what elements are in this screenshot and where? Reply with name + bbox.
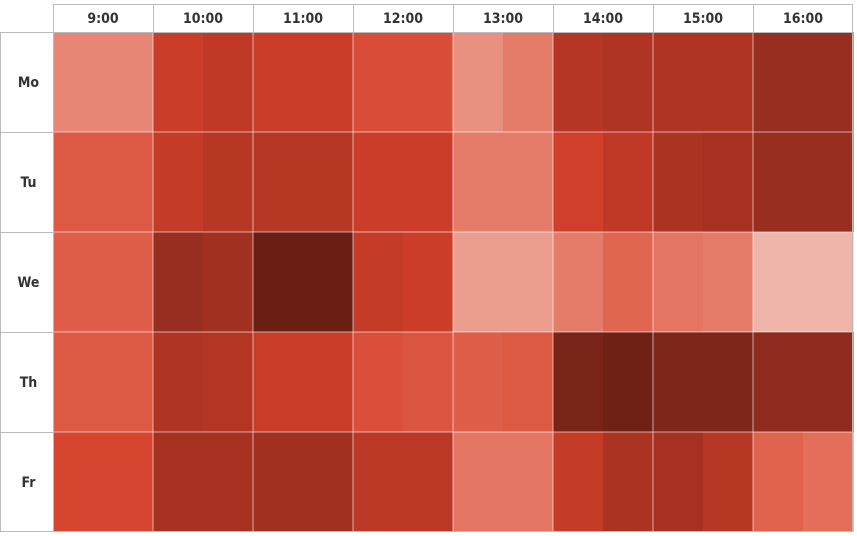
heatmap-cell (803, 332, 854, 432)
heatmap-cell (253, 132, 304, 232)
heatmap-cell (653, 132, 704, 232)
heatmap-cell (453, 132, 504, 232)
heatmap-cell (753, 32, 804, 132)
heatmap-cell (703, 332, 754, 432)
heatmap-cell (303, 132, 354, 232)
heatmap-cell (253, 232, 304, 332)
heatmap-cell (253, 32, 304, 132)
heatmap-cell (503, 32, 554, 132)
heatmap-cell (653, 232, 704, 332)
heatmap-cell (153, 132, 204, 232)
heatmap-cell (153, 32, 204, 132)
heatmap-cells (53, 32, 854, 532)
heatmap-cell (353, 132, 404, 232)
heatmap-cell (103, 32, 154, 132)
heatmap-cell (103, 232, 154, 332)
column-header-label: 9:00 (87, 11, 119, 27)
heatmap-cell (403, 432, 454, 532)
heatmap-cell (103, 332, 154, 432)
heatmap-cell (103, 432, 154, 532)
heatmap-cell (553, 432, 604, 532)
column-header-label: 16:00 (783, 11, 823, 27)
heatmap-cell (503, 132, 554, 232)
column-header-label: 10:00 (183, 11, 223, 27)
heatmap-cell (603, 132, 654, 232)
heatmap-cell (403, 32, 454, 132)
heatmap-cell (503, 332, 554, 432)
heatmap-cell (503, 232, 554, 332)
heatmap-cell (53, 432, 104, 532)
heatmap-cell (403, 232, 454, 332)
column-header-label: 11:00 (283, 11, 323, 27)
row-header-label: Fr (22, 475, 37, 491)
heatmap-cell (353, 32, 404, 132)
plot-border (53, 32, 853, 532)
heatmap-cell (753, 132, 804, 232)
column-header-label: 12:00 (383, 11, 423, 27)
heatmap-cell (53, 132, 104, 232)
heatmap-cell (453, 32, 504, 132)
heatmap-cell (503, 432, 554, 532)
column-header-label: 15:00 (683, 11, 723, 27)
row-headers: Mo Tu We Th Fr (18, 75, 40, 491)
heatmap-cell (653, 32, 704, 132)
heatmap-cell (603, 432, 654, 532)
heatmap-cell (153, 432, 204, 532)
heatmap-cell (753, 332, 804, 432)
heatmap-cell (653, 332, 704, 432)
heatmap-cell (653, 432, 704, 532)
heatmap-cell (803, 232, 854, 332)
heatmap-cell (203, 432, 254, 532)
heatmap-cell (153, 232, 204, 332)
heatmap-cell (453, 432, 504, 532)
heatmap-cell (303, 432, 354, 532)
heatmap-cell (403, 132, 454, 232)
heatmap-cell (753, 432, 804, 532)
column-headers: 9:00 10:00 11:00 12:00 13:00 14:00 15:00 16:00 (87, 11, 823, 27)
heatmap-cell (253, 432, 304, 532)
heatmap-cell (53, 232, 104, 332)
heatmap-cell (203, 232, 254, 332)
heatmap-cell (153, 332, 204, 432)
heatmap-cell (303, 32, 354, 132)
heatmap-cell (553, 332, 604, 432)
heatmap-cell (803, 432, 854, 532)
heatmap-cell (203, 32, 254, 132)
heatmap-cell (203, 332, 254, 432)
heatmap-cell (203, 132, 254, 232)
heatmap-cell (703, 232, 754, 332)
heatmap-cell (403, 332, 454, 432)
heatmap-cell (603, 332, 654, 432)
heatmap-cell (603, 32, 654, 132)
heatmap-cell (703, 32, 754, 132)
heatmap-cell (453, 332, 504, 432)
heatmap-cell (53, 332, 104, 432)
column-header-label: 14:00 (583, 11, 623, 27)
heatmap-cell (553, 32, 604, 132)
heatmap-grid (0, 4, 853, 532)
heatmap-cell (353, 432, 404, 532)
heatmap-cell (553, 232, 604, 332)
heatmap-cell (703, 132, 754, 232)
heatmap-cell (703, 432, 754, 532)
heatmap-cell (753, 232, 804, 332)
row-header-label: Th (20, 375, 38, 391)
heatmap-cell (453, 232, 504, 332)
heatmap-cell (53, 32, 104, 132)
row-header-label: We (18, 275, 40, 291)
heatmap-cell (253, 332, 304, 432)
row-header-label: Tu (20, 175, 36, 191)
heatmap-cell (353, 232, 404, 332)
heatmap-cell (303, 332, 354, 432)
heatmap-cell (603, 232, 654, 332)
heatmap-cell (803, 32, 854, 132)
row-header-label: Mo (18, 75, 40, 91)
column-header-label: 13:00 (483, 11, 523, 27)
heatmap-cell (803, 132, 854, 232)
heatmap-cell (103, 132, 154, 232)
heatmap-cell (553, 132, 604, 232)
heatmap-cell (303, 232, 354, 332)
heatmap-cell (353, 332, 404, 432)
